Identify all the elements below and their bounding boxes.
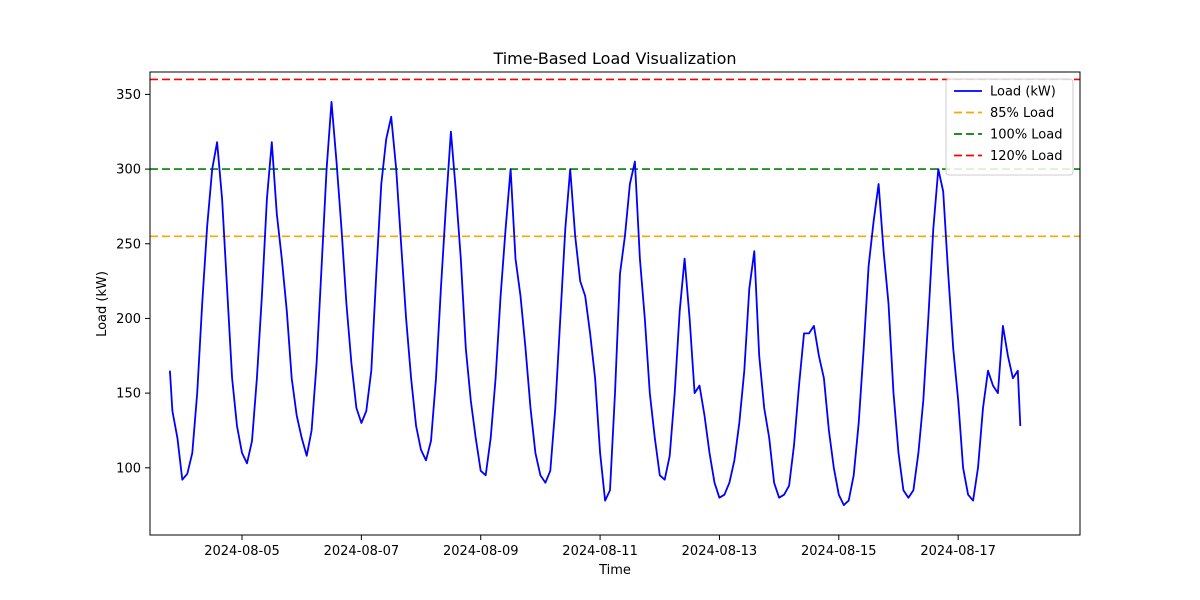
x-tick-label: 2024-08-09 bbox=[443, 544, 519, 559]
legend-entry-label: 100% Load bbox=[990, 128, 1062, 143]
y-tick-label: 100 bbox=[116, 461, 141, 476]
legend: Load (kW) 85% Load 100% Load 120% Load bbox=[945, 78, 1074, 176]
x-tick-label: 2024-08-17 bbox=[920, 544, 996, 559]
plot-frame bbox=[149, 71, 1081, 536]
legend-entry-label: 85% Load bbox=[990, 106, 1054, 121]
y-tick-label: 250 bbox=[116, 237, 141, 252]
legend-entry-label: Load (kW) bbox=[990, 85, 1056, 100]
y-axis-label: Load (kW) bbox=[95, 271, 110, 337]
y-tick-label: 200 bbox=[116, 312, 141, 327]
legend-entry-label: 120% Load bbox=[990, 149, 1062, 164]
y-tick-label: 150 bbox=[116, 387, 141, 402]
legend-box bbox=[945, 78, 1074, 176]
x-tick-label: 2024-08-05 bbox=[204, 544, 280, 559]
series-line-load bbox=[169, 101, 1022, 506]
x-axis-label: Time bbox=[598, 563, 631, 578]
plot-area: 2024-08-05 2024-08-07 2024-08-09 2024-08-11… bbox=[116, 71, 1081, 559]
x-tick-label: 2024-08-07 bbox=[324, 544, 400, 559]
y-tick-label: 300 bbox=[116, 163, 141, 178]
y-tick-label: 350 bbox=[116, 88, 141, 103]
x-tick-label: 2024-08-13 bbox=[682, 544, 758, 559]
chart-title: Time-Based Load Visualization bbox=[492, 49, 736, 68]
x-tick-label: 2024-08-15 bbox=[801, 544, 877, 559]
x-tick-label: 2024-08-11 bbox=[562, 544, 638, 559]
